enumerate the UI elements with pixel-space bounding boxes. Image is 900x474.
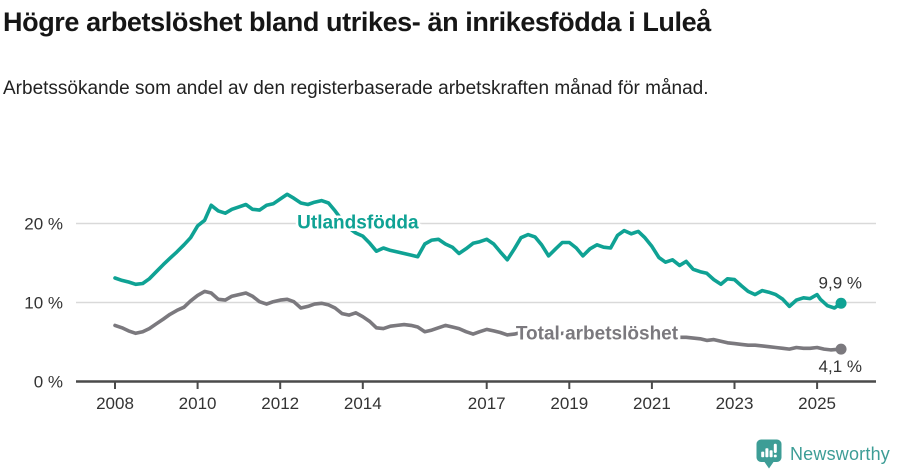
x-tick-label: 2017 [468, 394, 506, 413]
chart-subtitle: Arbetssökande som andel av den registerb… [3, 78, 709, 99]
chart-title: Högre arbetslöshet bland utrikes- än inr… [3, 7, 711, 37]
newsworthy-bubble-barchart-icon [756, 439, 782, 469]
y-tick-label: 0 % [34, 373, 63, 392]
series-end-dot [835, 297, 847, 309]
series-label: Total arbetslöshet [516, 323, 679, 344]
y-tick-label: 20 % [24, 215, 63, 234]
x-tick-label: 2012 [261, 394, 299, 413]
series-end-dot [835, 343, 847, 355]
series-end-value-label: 9,9 % [819, 273, 862, 292]
series-label: Utlandsfödda [297, 213, 419, 234]
x-tick-label: 2023 [716, 394, 754, 413]
y-tick-label: 10 % [24, 294, 63, 313]
newsworthy-wordmark: Newsworthy [789, 443, 890, 464]
series-end-value-label: 4,1 % [819, 357, 862, 376]
series-line [113, 289, 843, 352]
series-line [113, 192, 843, 310]
newsworthy-logo: Newsworthy [756, 439, 890, 469]
x-tick-label: 2010 [179, 394, 217, 413]
x-tick-label: 2019 [550, 394, 588, 413]
x-tick-label: 2014 [344, 394, 382, 413]
x-tick-label: 2021 [633, 394, 671, 413]
x-tick-label: 2008 [96, 394, 134, 413]
x-tick-label: 2025 [798, 394, 836, 413]
